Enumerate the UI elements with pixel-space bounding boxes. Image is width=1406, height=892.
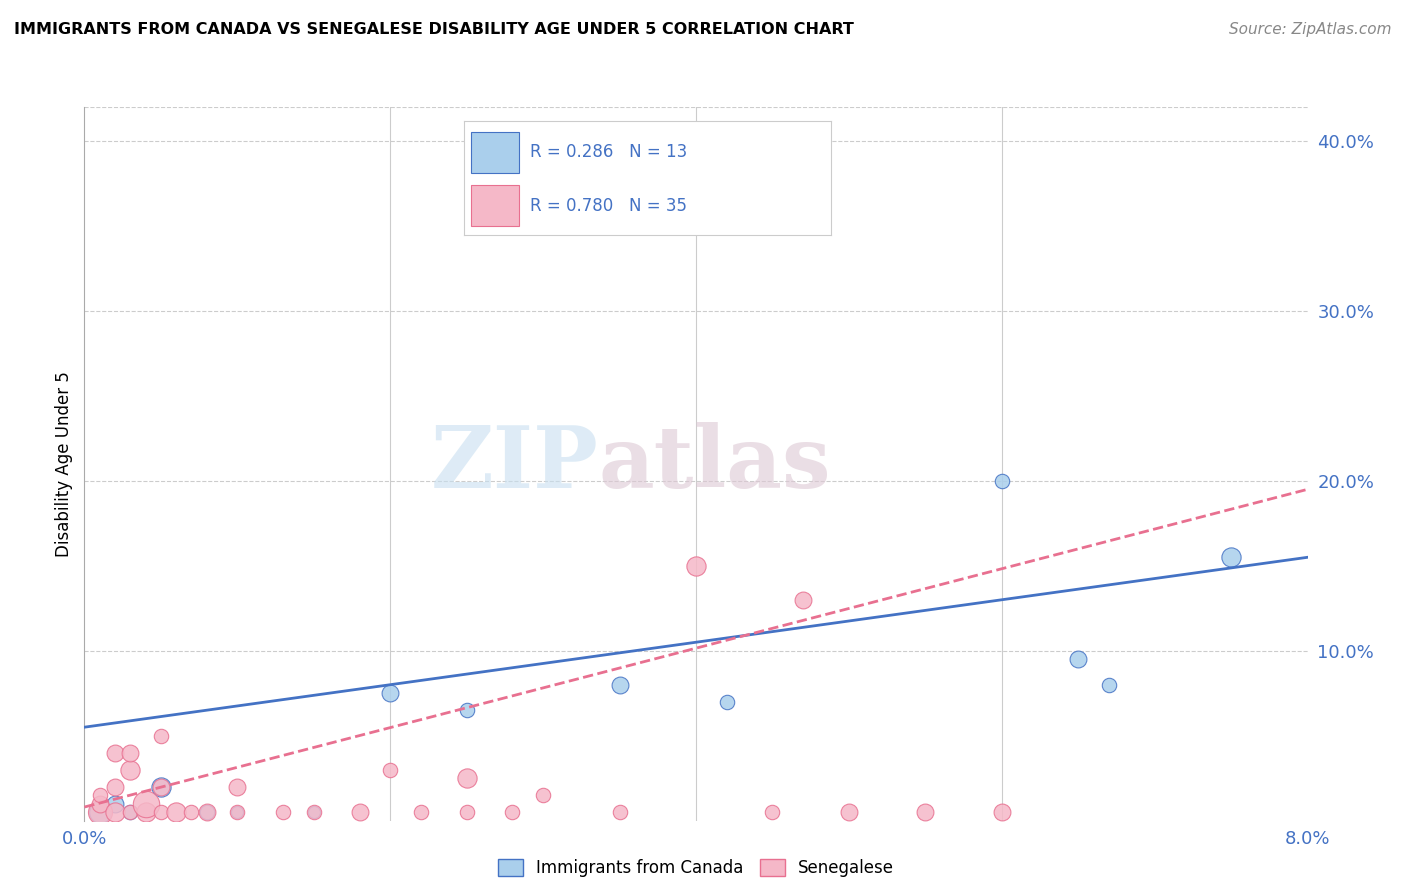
Point — [149, 805, 172, 819]
Point — [1067, 652, 1090, 666]
Y-axis label: Disability Age Under 5: Disability Age Under 5 — [55, 371, 73, 557]
Point — [456, 703, 478, 717]
Point — [104, 797, 127, 811]
Point — [89, 805, 111, 819]
Point — [226, 780, 249, 794]
Point — [89, 797, 111, 811]
Point — [609, 805, 631, 819]
Text: ZIP: ZIP — [430, 422, 598, 506]
Point — [991, 805, 1014, 819]
Point — [149, 780, 172, 794]
Point — [685, 558, 707, 573]
Point — [456, 805, 478, 819]
Point — [226, 805, 249, 819]
Point — [226, 805, 249, 819]
Point — [380, 763, 402, 777]
Point — [792, 592, 814, 607]
Point — [149, 780, 172, 794]
Point — [104, 746, 127, 760]
Point — [302, 805, 325, 819]
Point — [104, 805, 127, 819]
Legend: Immigrants from Canada, Senegalese: Immigrants from Canada, Senegalese — [491, 852, 901, 884]
Point — [716, 695, 738, 709]
Text: IMMIGRANTS FROM CANADA VS SENEGALESE DISABILITY AGE UNDER 5 CORRELATION CHART: IMMIGRANTS FROM CANADA VS SENEGALESE DIS… — [14, 22, 853, 37]
Point — [456, 771, 478, 785]
Point — [914, 805, 936, 819]
Point — [531, 788, 554, 802]
Point — [165, 805, 187, 819]
Point — [349, 805, 371, 819]
Point — [409, 805, 432, 819]
Point — [302, 805, 325, 819]
Point — [89, 805, 111, 819]
Point — [502, 805, 524, 819]
Text: atlas: atlas — [598, 422, 831, 506]
Point — [120, 805, 142, 819]
Point — [991, 474, 1014, 488]
Point — [838, 805, 860, 819]
Point — [120, 763, 142, 777]
Point — [149, 729, 172, 743]
Point — [609, 678, 631, 692]
Point — [761, 805, 783, 819]
Point — [180, 805, 202, 819]
Point — [120, 746, 142, 760]
Point — [135, 805, 157, 819]
Point — [195, 805, 218, 819]
Text: Source: ZipAtlas.com: Source: ZipAtlas.com — [1229, 22, 1392, 37]
Point — [195, 805, 218, 819]
Point — [1098, 678, 1121, 692]
Point — [120, 805, 142, 819]
Point — [776, 211, 799, 225]
Point — [1220, 550, 1243, 565]
Point — [89, 788, 111, 802]
Point — [135, 797, 157, 811]
Point — [380, 686, 402, 700]
Point — [104, 780, 127, 794]
Point — [271, 805, 294, 819]
